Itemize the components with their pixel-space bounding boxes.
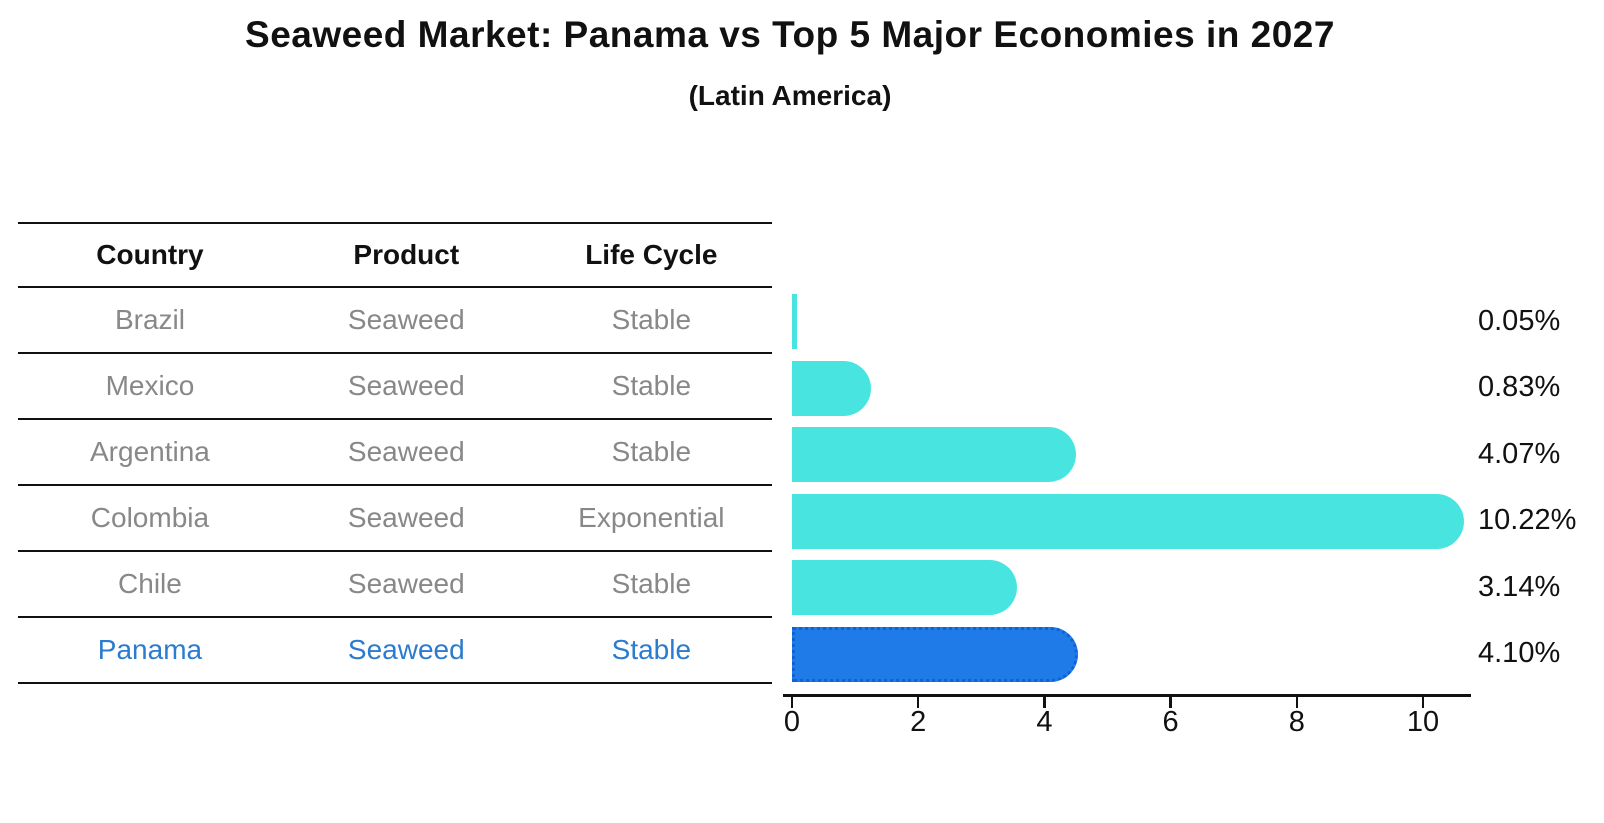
x-tick-mark bbox=[1169, 696, 1172, 708]
cell-life-cycle: Exponential bbox=[578, 502, 725, 533]
cell-country: Argentina bbox=[90, 436, 210, 467]
x-tick-mark bbox=[1295, 696, 1299, 708]
value-label-panama: 4.10% bbox=[1478, 637, 1561, 669]
cell-country: Brazil bbox=[114, 304, 185, 335]
x-tick-label: 2 bbox=[910, 706, 927, 738]
x-tick-mark bbox=[790, 696, 794, 708]
bar-brazil bbox=[792, 294, 798, 349]
x-tick-label: 10 bbox=[1406, 706, 1440, 738]
x-tick-mark bbox=[1043, 696, 1046, 708]
x-tick-label: 8 bbox=[1288, 706, 1305, 738]
bar-chile bbox=[792, 560, 1018, 615]
cell-life-cycle: Stable bbox=[611, 370, 692, 401]
cell-product: Seaweed bbox=[347, 568, 465, 599]
table-row: Colombia Seaweed Exponential bbox=[18, 485, 772, 551]
cell-country: Panama bbox=[97, 634, 203, 665]
table-row: Mexico Seaweed Stable bbox=[18, 353, 772, 419]
cell-product: Seaweed bbox=[347, 304, 465, 335]
table-row: Brazil Seaweed Stable bbox=[18, 287, 772, 353]
value-label-colombia: 10.22% bbox=[1478, 504, 1577, 536]
cell-country: Mexico bbox=[105, 370, 195, 401]
table-row: Argentina Seaweed Stable bbox=[18, 419, 772, 485]
value-label-brazil: 0.05% bbox=[1478, 304, 1561, 337]
cell-product: Seaweed bbox=[347, 634, 465, 665]
header-country: Country bbox=[96, 239, 204, 270]
x-axis-line bbox=[783, 694, 1471, 697]
cell-life-cycle: Stable bbox=[611, 436, 692, 467]
table-header-row: Country Product Life Cycle bbox=[18, 223, 772, 287]
value-label-mexico: 0.83% bbox=[1478, 371, 1561, 403]
table-row-panama: Panama Seaweed Stable bbox=[18, 617, 772, 683]
cell-product: Seaweed bbox=[347, 370, 465, 401]
country-table: Country Product Life Cycle Brazil Seawee… bbox=[18, 222, 772, 684]
cell-country: Colombia bbox=[90, 502, 210, 533]
value-label-argentina: 4.07% bbox=[1478, 437, 1561, 470]
cell-life-cycle: Stable bbox=[611, 634, 692, 665]
bar-panama bbox=[792, 626, 1078, 682]
x-tick-mark bbox=[916, 696, 920, 708]
cell-life-cycle: Stable bbox=[611, 304, 692, 335]
table-row: Chile Seaweed Stable bbox=[18, 551, 772, 617]
cell-product: Seaweed bbox=[347, 436, 465, 467]
x-tick-mark bbox=[1421, 696, 1425, 708]
bar-colombia bbox=[792, 493, 1464, 549]
chart-subtitle: (Latin America) bbox=[688, 80, 892, 111]
header-life-cycle: Life Cycle bbox=[585, 239, 718, 270]
cell-country: Chile bbox=[118, 568, 182, 599]
bar-mexico bbox=[792, 360, 872, 416]
bar-argentina bbox=[792, 427, 1076, 482]
cell-product: Seaweed bbox=[347, 502, 465, 533]
x-tick-label: 6 bbox=[1162, 706, 1179, 738]
x-tick-label: 4 bbox=[1036, 706, 1053, 738]
cell-life-cycle: Stable bbox=[611, 568, 692, 599]
chart-title: Seaweed Market: Panama vs Top 5 Major Ec… bbox=[245, 14, 1335, 55]
x-tick-label: 0 bbox=[783, 706, 801, 738]
header-product: Product bbox=[353, 239, 460, 270]
value-label-chile: 3.14% bbox=[1478, 570, 1561, 603]
